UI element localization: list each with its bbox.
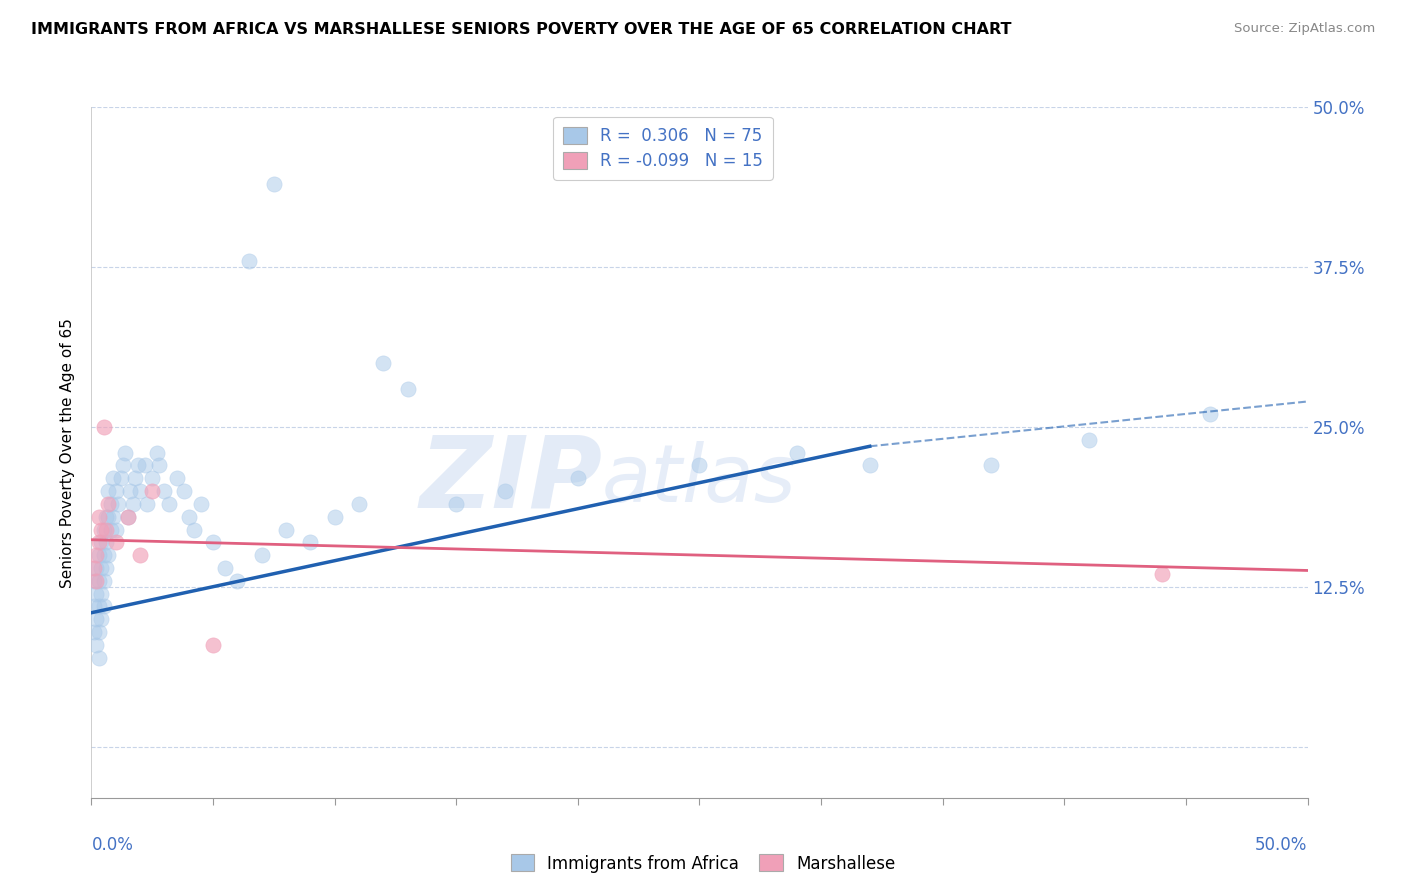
Point: [274, 523, 297, 537]
Text: ZIP: ZIP: [419, 432, 602, 529]
Point: [93, 523, 115, 537]
Point: [129, 548, 152, 562]
Point: [238, 253, 260, 268]
Point: [134, 458, 156, 473]
Point: [980, 458, 1002, 473]
Point: [103, 471, 125, 485]
Point: [87, 574, 110, 588]
Point: [87, 548, 110, 562]
Point: [323, 509, 346, 524]
Point: [129, 484, 152, 499]
Point: [94, 561, 117, 575]
Point: [141, 484, 163, 499]
Point: [127, 458, 149, 473]
Point: [786, 445, 808, 460]
Legend: R =  0.306   N = 75, R = -0.099   N = 15: R = 0.306 N = 75, R = -0.099 N = 15: [553, 117, 773, 180]
Point: [299, 535, 322, 549]
Text: 50.0%: 50.0%: [1256, 837, 1308, 855]
Point: [141, 471, 163, 485]
Point: [83, 561, 105, 575]
Point: [1077, 433, 1099, 447]
Point: [100, 523, 122, 537]
Point: [93, 574, 115, 588]
Point: [120, 484, 142, 499]
Point: [124, 471, 146, 485]
Point: [688, 458, 710, 473]
Point: [153, 484, 176, 499]
Point: [84, 574, 107, 588]
Point: [226, 574, 249, 588]
Point: [94, 523, 117, 537]
Point: [90, 561, 112, 575]
Point: [103, 509, 125, 524]
Point: [859, 458, 882, 473]
Point: [90, 535, 112, 549]
Point: [83, 624, 105, 639]
Point: [567, 471, 589, 485]
Point: [111, 458, 134, 473]
Point: [121, 497, 143, 511]
Point: [110, 471, 132, 485]
Point: [87, 535, 110, 549]
Point: [83, 599, 105, 614]
Point: [84, 548, 107, 562]
Point: [87, 599, 110, 614]
Point: [90, 612, 112, 626]
Y-axis label: Seniors Poverty Over the Age of 65: Seniors Poverty Over the Age of 65: [60, 318, 76, 588]
Text: atlas: atlas: [602, 442, 797, 519]
Point: [84, 638, 107, 652]
Point: [87, 650, 110, 665]
Point: [87, 624, 110, 639]
Point: [83, 574, 105, 588]
Point: [136, 497, 159, 511]
Point: [90, 523, 112, 537]
Point: [177, 509, 200, 524]
Point: [97, 548, 120, 562]
Point: [100, 497, 122, 511]
Point: [396, 382, 419, 396]
Point: [148, 458, 170, 473]
Point: [93, 420, 115, 434]
Point: [1150, 567, 1173, 582]
Point: [84, 586, 107, 600]
Point: [183, 523, 205, 537]
Point: [107, 497, 129, 511]
Point: [263, 177, 285, 191]
Point: [104, 484, 127, 499]
Point: [146, 445, 169, 460]
Legend: Immigrants from Africa, Marshallese: Immigrants from Africa, Marshallese: [505, 847, 901, 880]
Point: [117, 509, 139, 524]
Point: [97, 484, 120, 499]
Point: [190, 497, 212, 511]
Point: [94, 535, 117, 549]
Point: [157, 497, 180, 511]
Point: [173, 484, 195, 499]
Point: [1199, 407, 1222, 421]
Point: [93, 548, 115, 562]
Point: [94, 509, 117, 524]
Point: [347, 497, 370, 511]
Point: [166, 471, 188, 485]
Text: IMMIGRANTS FROM AFRICA VS MARSHALLESE SENIORS POVERTY OVER THE AGE OF 65 CORRELA: IMMIGRANTS FROM AFRICA VS MARSHALLESE SE…: [31, 22, 1011, 37]
Point: [87, 509, 110, 524]
Point: [494, 484, 516, 499]
Point: [84, 561, 107, 575]
Point: [250, 548, 273, 562]
Point: [117, 509, 139, 524]
Point: [97, 497, 120, 511]
Point: [202, 535, 225, 549]
Point: [214, 561, 236, 575]
Point: [93, 599, 115, 614]
Point: [84, 612, 107, 626]
Point: [114, 445, 136, 460]
Point: [104, 535, 127, 549]
Point: [373, 356, 395, 370]
Text: Source: ZipAtlas.com: Source: ZipAtlas.com: [1234, 22, 1375, 36]
Point: [90, 586, 112, 600]
Point: [444, 497, 467, 511]
Point: [104, 523, 127, 537]
Text: 0.0%: 0.0%: [91, 837, 134, 855]
Point: [202, 638, 225, 652]
Point: [97, 509, 120, 524]
